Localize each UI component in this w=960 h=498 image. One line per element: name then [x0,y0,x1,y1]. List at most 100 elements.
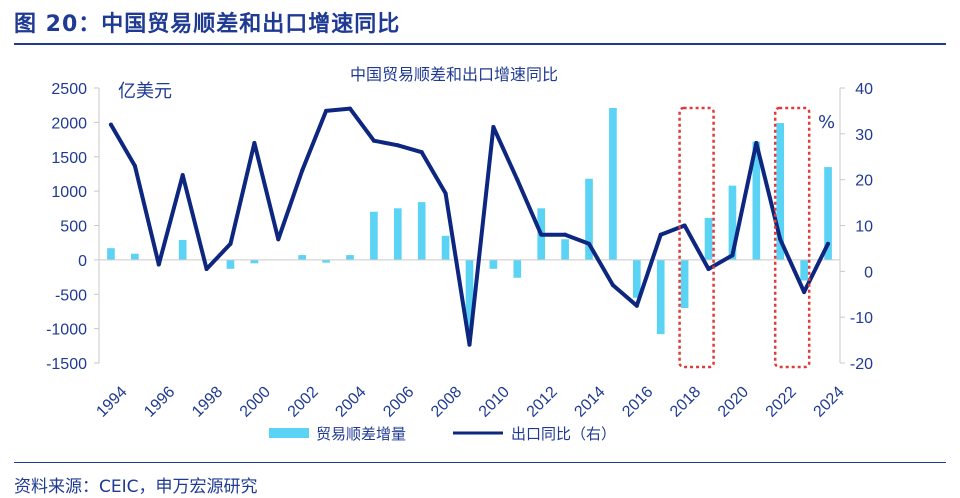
right-axis-tick-label: 0 [864,264,873,281]
legend-bar-swatch [269,428,309,438]
bar-1994 [107,248,115,260]
line-point-2019 [706,267,711,272]
bar-2004 [346,255,354,260]
x-axis-tick-label: 2014 [571,383,608,420]
bar-1997 [178,239,187,260]
line-point-2009 [467,342,472,347]
line-point-2003 [324,108,329,113]
line-point-2002 [300,168,305,173]
bar-2018 [680,259,689,308]
bar-2003 [322,259,330,263]
x-axis-tick-label: 2024 [811,383,848,420]
bar-2011 [513,259,522,278]
left-axis-tick-label: -1500 [46,356,87,373]
line-point-2022 [778,237,783,242]
line-point-2012 [539,232,544,237]
bar-2002 [298,255,307,260]
bar-2022 [776,123,785,260]
bar-2016 [632,259,641,298]
left-axis-tick-label: 1500 [51,150,87,167]
line-point-2013 [563,232,568,237]
line-point-1998 [204,267,209,272]
bar-2005 [370,211,378,260]
left-axis-tick-label: -500 [55,287,87,304]
x-axis-tick-label: 1994 [93,383,130,420]
x-axis-tick-label: 2006 [380,383,417,420]
bar-2020 [728,185,737,260]
bar-2006 [393,208,402,260]
chart-title: 中国贸易顺差和出口增速同比 [350,65,558,84]
x-axis-tick-label: 2020 [715,383,752,420]
line-point-2010 [491,124,496,129]
highlight-box-2018 [678,106,715,369]
title-rule [14,43,946,45]
x-axis-tick-label: 2002 [285,383,322,420]
line-point-2020 [730,253,735,258]
left-axis-tick-label: 2500 [51,81,87,98]
right-axis-tick-label: 30 [855,127,873,144]
line-point-2011 [515,177,520,182]
x-axis-tick-label: 2012 [524,383,561,420]
line-point-2015 [610,283,615,288]
line-point-2008 [443,191,448,196]
bar-2009 [465,259,474,329]
line-point-2007 [419,150,424,155]
right-axis-tick-label: 20 [855,173,873,190]
line-point-2000 [252,141,257,145]
line-point-2004 [347,106,352,111]
line-point-1996 [156,262,161,267]
bar-2017 [656,259,665,335]
bar-1999 [226,259,235,269]
left-axis-tick-label: 2000 [51,115,87,132]
bar-2013 [561,239,569,260]
left-axis-tick-label: 500 [60,219,87,236]
right-axis-tick-label: -20 [850,356,873,373]
bar-2015 [609,107,617,260]
right-axis-tick-label: 40 [855,81,873,98]
x-axis-tick-label: 2016 [619,383,656,420]
x-axis-tick-label: 1996 [141,383,178,420]
left-axis-tick-label: 0 [78,253,87,270]
bar-1995 [131,253,139,260]
x-axis-tick-label: 2004 [332,383,369,420]
bar-2010 [489,259,498,269]
x-axis-tick-label: 2018 [667,383,704,420]
line-point-2005 [371,138,376,143]
source-note: 资料来源：CEIC，申万宏源研究 [14,477,258,497]
line-point-1999 [228,241,233,246]
line-point-2017 [658,232,663,237]
bar-2008 [441,235,450,260]
left-axis-tick-label: 1000 [51,184,87,201]
line-point-2024 [826,241,831,246]
line-point-1994 [108,122,113,127]
line-point-1995 [132,163,137,168]
bar-2021 [752,141,761,260]
line-point-1997 [180,173,185,178]
highlight-box-2022 [773,106,811,369]
line-point-2006 [395,143,400,148]
line-point-2018 [682,223,687,228]
line-point-2021 [754,141,759,145]
line-point-2023 [802,289,807,294]
x-axis-tick-label: 2010 [476,383,513,420]
x-axis-tick-label: 1998 [189,383,226,420]
bar-2007 [417,202,426,260]
right-axis-tick-label: -10 [850,310,873,327]
bar-2000 [250,259,259,264]
bar-2014 [585,178,593,260]
figure-title: 图 20：中国贸易顺差和出口增速同比 [14,12,401,37]
source-rule [14,462,946,463]
right-axis-unit: % [818,112,835,133]
bar-2019 [704,217,713,260]
legend-bar-label: 贸易顺差增量 [316,425,406,443]
left-axis-tick-label: -1000 [46,322,87,339]
x-axis-tick-label: 2008 [428,383,465,420]
x-axis-tick-label: 2000 [237,383,274,420]
bar-2024 [824,167,832,260]
line-point-2016 [634,303,639,308]
line-point-2001 [276,237,281,242]
bar-2023 [800,259,808,281]
legend: 贸易顺差增量 出口同比（右） [269,425,616,443]
right-axis-tick-label: 10 [855,219,873,236]
